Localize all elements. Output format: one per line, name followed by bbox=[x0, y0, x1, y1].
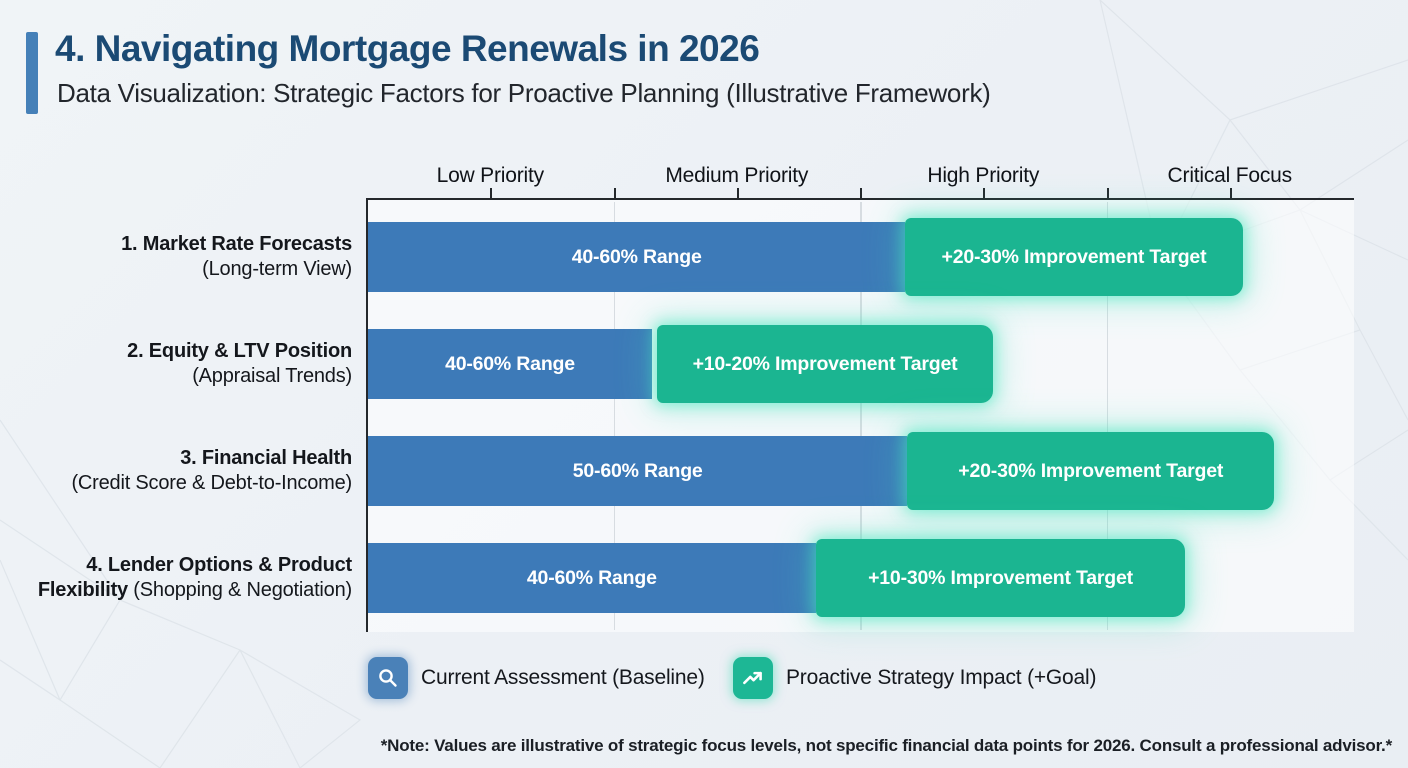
x-axis-line bbox=[368, 198, 1354, 200]
axis-tick bbox=[983, 188, 986, 198]
x-axis-tick-label: Medium Priority bbox=[665, 164, 809, 187]
legend-item-goal: Proactive Strategy Impact (+Goal) bbox=[733, 657, 1096, 699]
title-accent-bar bbox=[26, 32, 38, 114]
legend-item-baseline: Current Assessment (Baseline) bbox=[368, 657, 705, 699]
gridline bbox=[860, 202, 862, 630]
x-axis-tick-label: Low Priority bbox=[436, 164, 544, 187]
axis-tick bbox=[613, 188, 616, 198]
page-subtitle: Data Visualization: Strategic Factors fo… bbox=[57, 78, 991, 108]
table-row: 4. Lender Options & Product Flexibility (… bbox=[38, 539, 1354, 617]
axis-tick bbox=[860, 188, 862, 198]
bar-chart-plot-area: Low Priority Medium Priority High Priority… bbox=[38, 164, 1354, 632]
goal-bar: +10-20% Improvement Target bbox=[656, 325, 994, 403]
axis-tick bbox=[1229, 188, 1232, 198]
goal-bar: +20-30% Improvement Target bbox=[905, 218, 1243, 296]
baseline-bar: 40-60% Range bbox=[368, 543, 816, 613]
x-axis-tick-label: High Priority bbox=[927, 164, 1040, 187]
magnifier-icon bbox=[368, 657, 408, 699]
gridline bbox=[613, 202, 615, 630]
y-axis-line bbox=[366, 198, 368, 632]
trend-up-icon bbox=[733, 657, 773, 699]
goal-bar: +20-30% Improvement Target bbox=[907, 432, 1275, 510]
goal-bar: +10-30% Improvement Target bbox=[815, 539, 1186, 617]
axis-tick bbox=[490, 188, 493, 198]
table-row: 3. Financial Health (Credit Score & Debt-… bbox=[71, 432, 1354, 510]
table-row: 1. Market Rate Forecasts (Long-term View)… bbox=[121, 218, 1354, 296]
baseline-bar: 50-60% Range bbox=[368, 436, 908, 506]
row-category-label: 1. Market Rate Forecasts (Long-term View) bbox=[121, 233, 352, 280]
axis-tick bbox=[736, 188, 739, 198]
baseline-bar: 40-60% Range bbox=[368, 329, 652, 399]
x-axis-tick-label: Critical Focus bbox=[1167, 164, 1293, 187]
axis-tick bbox=[1106, 188, 1109, 198]
gridline bbox=[1106, 202, 1108, 630]
legend-label-goal: Proactive Strategy Impact (+Goal) bbox=[786, 666, 1097, 689]
row-category-label: 3. Financial Health (Credit Score & Debt-… bbox=[71, 447, 352, 494]
row-category-label: 4. Lender Options & Product Flexibility (… bbox=[37, 554, 352, 601]
page-title: 4. Navigating Mortgage Renewals in 2026 bbox=[55, 28, 760, 69]
baseline-bar: 40-60% Range bbox=[368, 222, 906, 292]
footnote: *Note: Values are illustrative of strate… bbox=[380, 736, 1392, 755]
table-row: 2. Equity & LTV Position (Appraisal Trend… bbox=[127, 325, 1354, 403]
row-category-label: 2. Equity & LTV Position (Appraisal Trend… bbox=[127, 340, 352, 387]
legend-label-baseline: Current Assessment (Baseline) bbox=[421, 666, 705, 689]
